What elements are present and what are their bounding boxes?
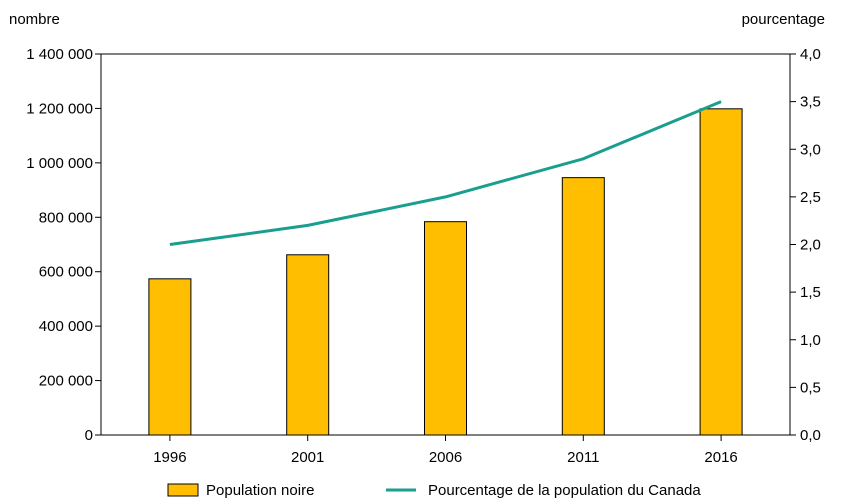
y-right-tick-label: 0,5 <box>800 379 821 396</box>
y-right-tick-label: 3,0 <box>800 141 821 158</box>
y-left-tick-label: 1 400 000 <box>26 46 93 63</box>
y-right-tick-label: 2,5 <box>800 189 821 206</box>
y-axis-title-right: pourcentage <box>742 11 825 28</box>
x-tick-label: 2011 <box>567 449 599 466</box>
y-axis-title-left: nombre <box>9 11 60 28</box>
y-right-tick-label: 2,0 <box>800 237 821 254</box>
bar-2001 <box>286 254 330 436</box>
y-left-tick-label: 1 000 000 <box>26 155 93 172</box>
x-tick-label: 2016 <box>704 449 737 466</box>
bars-group <box>148 108 743 436</box>
legend-label-line: Pourcentage de la population du Canada <box>428 482 701 499</box>
x-tick-label: 2006 <box>429 449 462 466</box>
legend: Population noire Pourcentage de la popula… <box>167 482 701 499</box>
y-right-tick-label: 3,5 <box>800 94 821 111</box>
y-left-tick-label: 200 000 <box>39 373 93 390</box>
legend-label-bar: Population noire <box>206 482 314 499</box>
x-tick-label: 2001 <box>291 449 324 466</box>
y-right-tick-label: 4,0 <box>800 46 821 63</box>
bar-2016 <box>699 108 743 436</box>
y-right-tick-label: 1,5 <box>800 284 821 301</box>
x-tick-label: 1996 <box>153 449 186 466</box>
y-left-tick-label: 1 200 000 <box>26 100 93 117</box>
y-right-tick-label: 1,0 <box>800 332 821 349</box>
y-left-tick-label: 0 <box>85 427 93 444</box>
y-left-tick-label: 400 000 <box>39 318 93 335</box>
y-right-tick-label: 0,0 <box>800 427 821 444</box>
bar-1996 <box>148 278 192 436</box>
y-left-tick-label: 600 000 <box>39 264 93 281</box>
bar-2006 <box>424 221 467 436</box>
ticks-group: 0 200 000 400 000 600 000 800 000 1 000 000 1 … <box>26 46 821 466</box>
line-series-group <box>169 100 722 246</box>
bar-2011 <box>561 177 605 436</box>
legend-swatch-bar <box>167 483 199 497</box>
line-series-pourcentage <box>169 100 722 246</box>
y-left-tick-label: 800 000 <box>39 209 93 226</box>
